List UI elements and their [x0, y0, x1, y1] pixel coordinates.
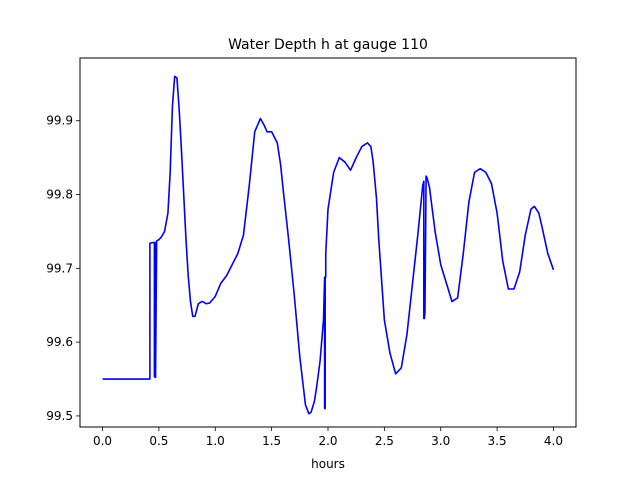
x-tick-label: 0.5 [149, 434, 168, 448]
x-tick-label: 3.0 [431, 434, 450, 448]
chart-title: Water Depth h at gauge 110 [228, 37, 428, 53]
y-tick-label: 99.6 [46, 335, 73, 349]
y-tick-label: 99.8 [46, 188, 73, 202]
y-tick-label: 99.5 [46, 409, 73, 423]
series-line [102, 75, 555, 415]
x-tick-label: 1.0 [206, 434, 225, 448]
x-axis: 0.0 0.5 1.0 1.5 2.0 2.5 3.0 3.5 4.0 [93, 427, 563, 448]
x-tick-label: 0.0 [93, 434, 112, 448]
x-tick-label: 2.0 [318, 434, 337, 448]
y-tick-label: 99.7 [46, 261, 73, 275]
x-tick-label: 2.5 [375, 434, 394, 448]
x-tick-label: 3.5 [488, 434, 507, 448]
x-tick-label: 4.0 [544, 434, 563, 448]
x-tick-label: 1.5 [262, 434, 281, 448]
x-axis-label: hours [311, 457, 345, 471]
y-axis: 99.5 99.6 99.7 99.8 99.9 [46, 114, 80, 423]
y-tick-label: 99.9 [46, 114, 73, 128]
plot-area [102, 75, 555, 415]
